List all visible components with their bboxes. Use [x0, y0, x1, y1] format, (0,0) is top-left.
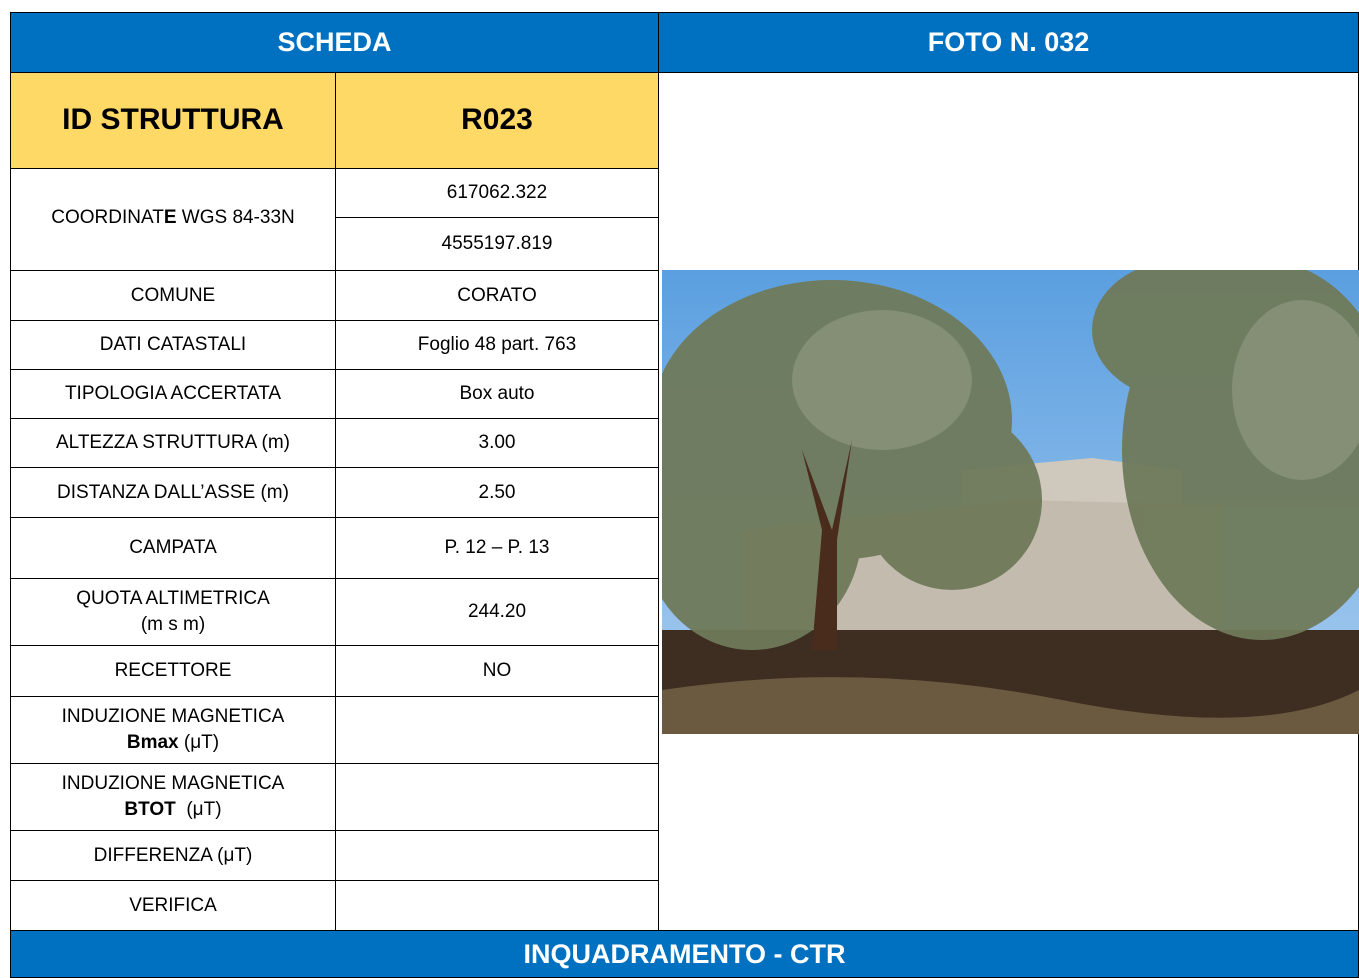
label: ALTEZZA STRUTTURA (m) — [56, 432, 290, 454]
row-label: ALTEZZA STRUTTURA (m) — [10, 418, 336, 468]
row-value: CORATO — [335, 270, 659, 321]
label-bold: E — [163, 207, 177, 228]
id-label: ID STRUTTURA — [10, 72, 336, 169]
row-label: TIPOLOGIA ACCERTATA — [10, 369, 336, 419]
label: DATI CATASTALI — [99, 334, 247, 356]
label-line: Bmax (μT) — [127, 730, 219, 756]
photo-cell — [658, 72, 1359, 931]
coord-value: 4555197.819 — [335, 217, 659, 271]
label-line: BTOT (μT) — [124, 797, 221, 823]
label: COMUNE — [130, 284, 216, 306]
value: CORATO — [457, 284, 537, 306]
label-line: QUOTA ALTIMETRICA — [76, 588, 270, 610]
row-value: Foglio 48 part. 763 — [335, 320, 659, 370]
row-label: QUOTA ALTIMETRICA (m s m) — [10, 578, 336, 646]
row-label: DISTANZA DALL’ASSE (m) — [10, 467, 336, 518]
label: RECETTORE — [114, 660, 232, 682]
row-value: 2.50 — [335, 467, 659, 518]
value: 2.50 — [478, 481, 516, 503]
row-value: P. 12 – P. 13 — [335, 517, 659, 579]
row-value — [335, 696, 659, 764]
header-text: SCHEDA — [277, 27, 392, 58]
value: R023 — [461, 103, 533, 137]
value: Foglio 48 part. 763 — [417, 334, 577, 356]
label-line: INDUZIONE MAGNETICA — [61, 706, 285, 728]
label-part: BTOT — [124, 799, 176, 820]
row-label: VERIFICA — [10, 880, 336, 932]
row-label: COMUNE — [10, 270, 336, 321]
row-label: INDUZIONE MAGNETICA Bmax (μT) — [10, 696, 336, 764]
footer-text: INQUADRAMENTO - CTR — [523, 938, 846, 969]
row-value — [335, 763, 659, 831]
label: COORDINAT — [51, 207, 164, 228]
label: DIFFERENZA (μT) — [93, 844, 253, 866]
value: Box auto — [459, 383, 535, 405]
coord-label: COORDINATE WGS 84-33N — [10, 168, 336, 271]
row-value — [335, 880, 659, 932]
header-text: FOTO N. 032 — [927, 27, 1090, 58]
label-part: Bmax — [126, 732, 179, 753]
value: 244.20 — [467, 601, 527, 623]
row-label: RECETTORE — [10, 645, 336, 697]
row-value: NO — [335, 645, 659, 697]
header-right: FOTO N. 032 — [658, 12, 1359, 73]
label: DISTANZA DALL’ASSE (m) — [57, 481, 289, 503]
label-line: (m s m) — [141, 612, 205, 638]
label: VERIFICA — [129, 895, 217, 917]
value: 617062.322 — [446, 182, 548, 204]
row-value: 244.20 — [335, 578, 659, 646]
row-label: DIFFERENZA (μT) — [10, 830, 336, 881]
value: 4555197.819 — [441, 233, 553, 255]
id-value: R023 — [335, 72, 659, 169]
row-value: Box auto — [335, 369, 659, 419]
label-part: (μT) — [178, 732, 220, 753]
row-label: INDUZIONE MAGNETICA BTOT (μT) — [10, 763, 336, 831]
photo — [662, 270, 1359, 734]
label: ID STRUTTURA — [62, 103, 284, 137]
value: 3.00 — [478, 432, 516, 454]
label: CAMPATA — [129, 537, 217, 559]
row-label: CAMPATA — [10, 517, 336, 579]
row-value: 3.00 — [335, 418, 659, 468]
header-left: SCHEDA — [10, 12, 659, 73]
row-label: DATI CATASTALI — [10, 320, 336, 370]
coord-value: 617062.322 — [335, 168, 659, 218]
label-part: (m s m) — [140, 614, 206, 635]
value: NO — [482, 660, 512, 682]
value: P. 12 – P. 13 — [444, 537, 550, 559]
footer: INQUADRAMENTO - CTR — [10, 930, 1359, 978]
label-line: INDUZIONE MAGNETICA — [61, 773, 285, 795]
label: TIPOLOGIA ACCERTATA — [64, 383, 282, 405]
label: WGS 84-33N — [176, 207, 295, 228]
row-value — [335, 830, 659, 881]
label-part: (μT) — [175, 799, 222, 820]
